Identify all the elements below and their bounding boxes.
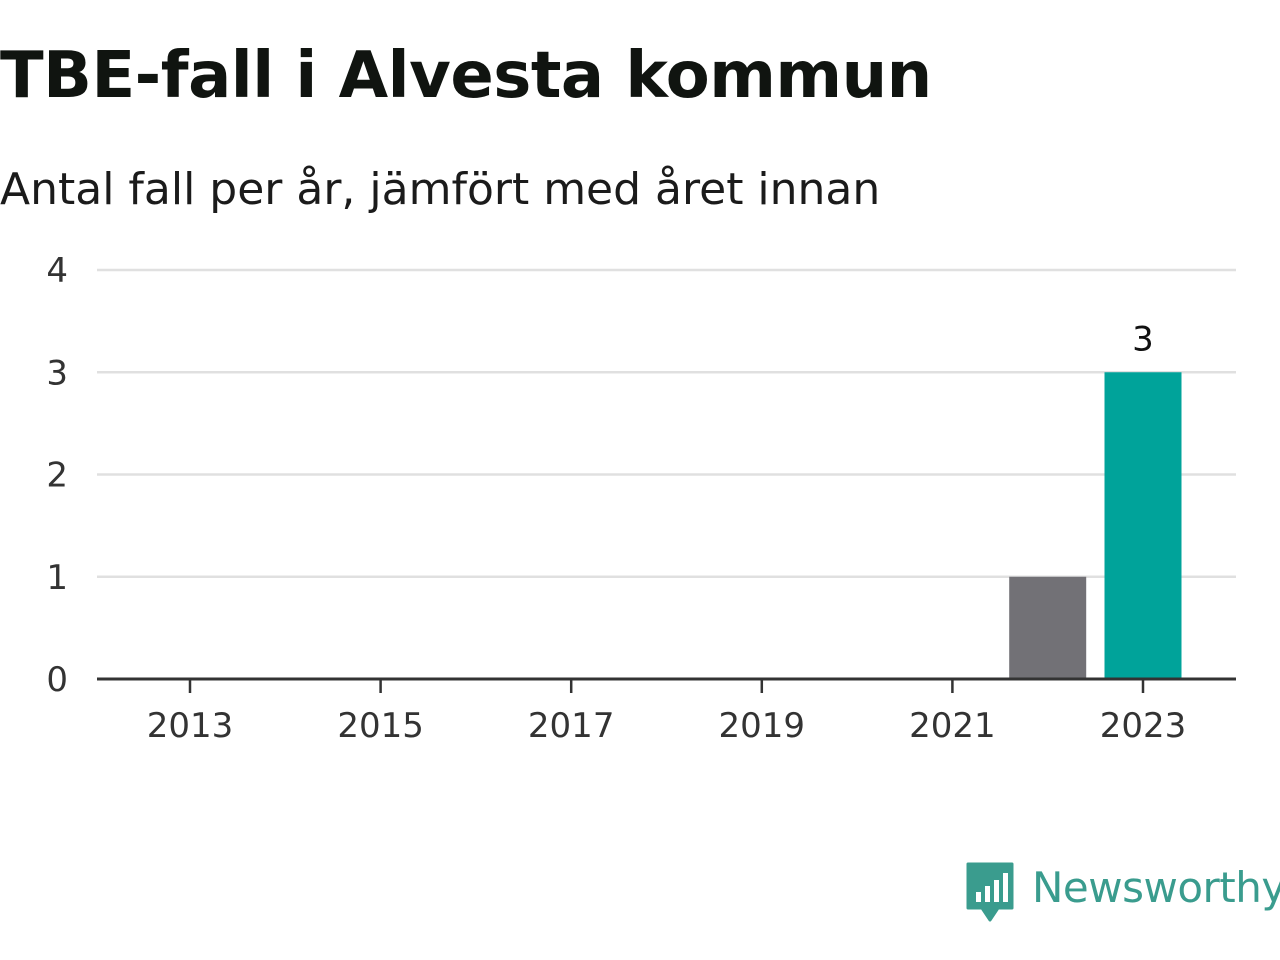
chart-subtitle: Antal fall per år, jämfört med året inna… xyxy=(0,164,881,215)
bar-chart-speech-bubble-icon xyxy=(966,862,1014,922)
chart-title: TBE-fall i Alvesta kommun xyxy=(0,39,932,113)
x-tick-label: 2013 xyxy=(147,706,234,746)
y-tick-label: 0 xyxy=(46,660,68,700)
x-tick-label: 2019 xyxy=(719,706,806,746)
bar-2023 xyxy=(1104,372,1182,679)
x-tick-label: 2021 xyxy=(909,706,996,746)
x-tick-label: 2015 xyxy=(337,706,424,746)
y-tick-label: 4 xyxy=(46,251,68,291)
x-tick-label: 2023 xyxy=(1100,706,1187,746)
brand-name: Newsworthy xyxy=(1032,863,1280,912)
x-tick-label: 2017 xyxy=(528,706,615,746)
y-tick-label: 1 xyxy=(46,558,68,598)
bar-2022 xyxy=(1009,576,1087,679)
brand-logo: Newsworthy xyxy=(964,860,1280,930)
y-tick-label: 3 xyxy=(46,353,68,393)
bar-chart: 0 1 2 3 4 3 2013 2015 2017 2019 2021 2023 xyxy=(46,251,1236,746)
y-tick-label: 2 xyxy=(46,456,68,496)
data-label: 3 xyxy=(1132,319,1154,359)
